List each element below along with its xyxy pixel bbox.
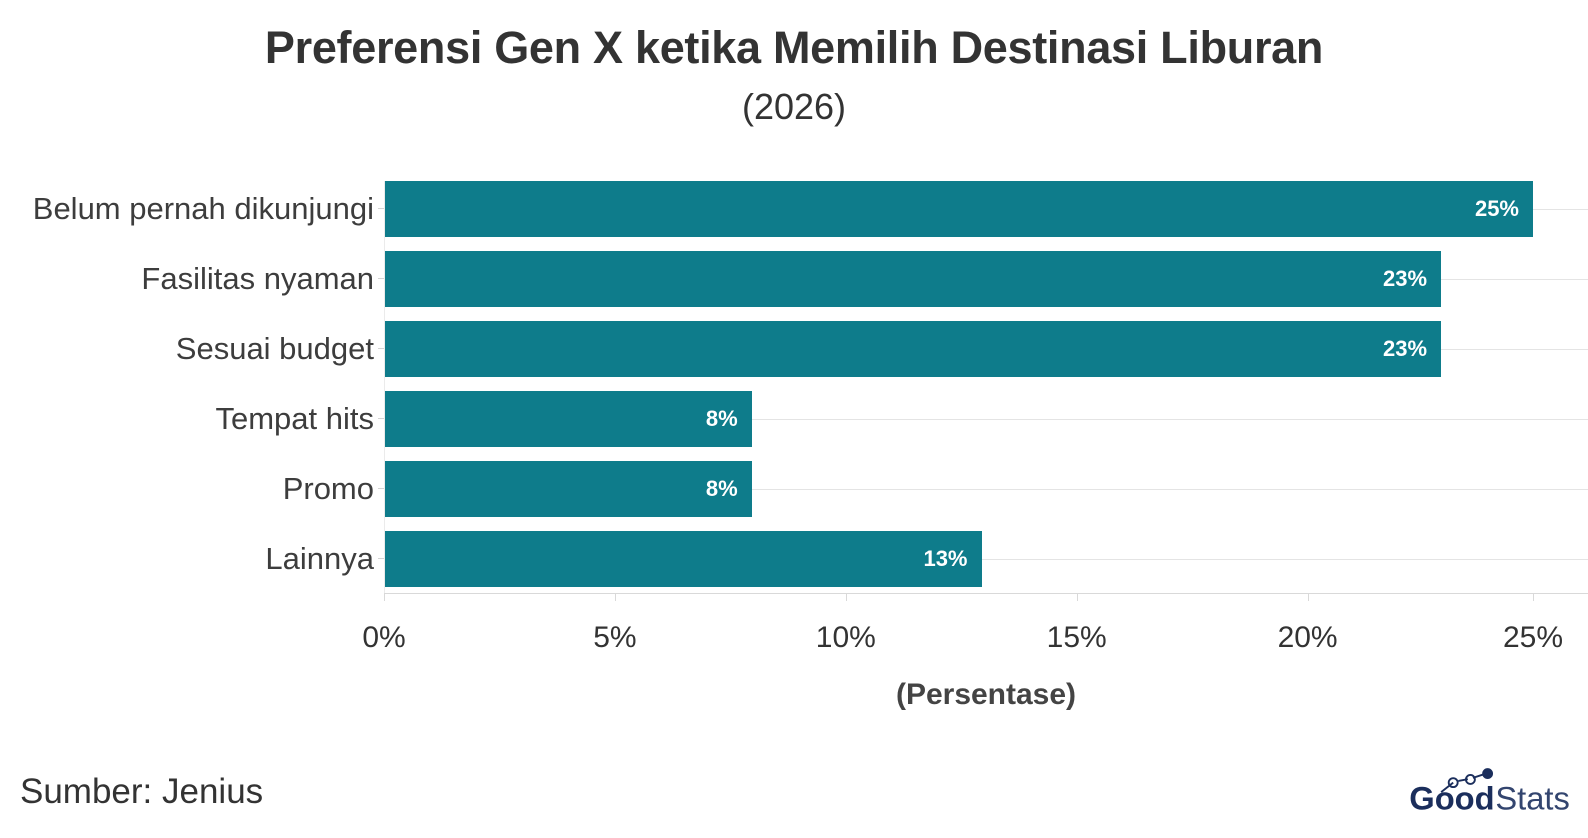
svg-text:Good: Good bbox=[1409, 779, 1494, 816]
svg-text:Stats: Stats bbox=[1495, 779, 1570, 816]
